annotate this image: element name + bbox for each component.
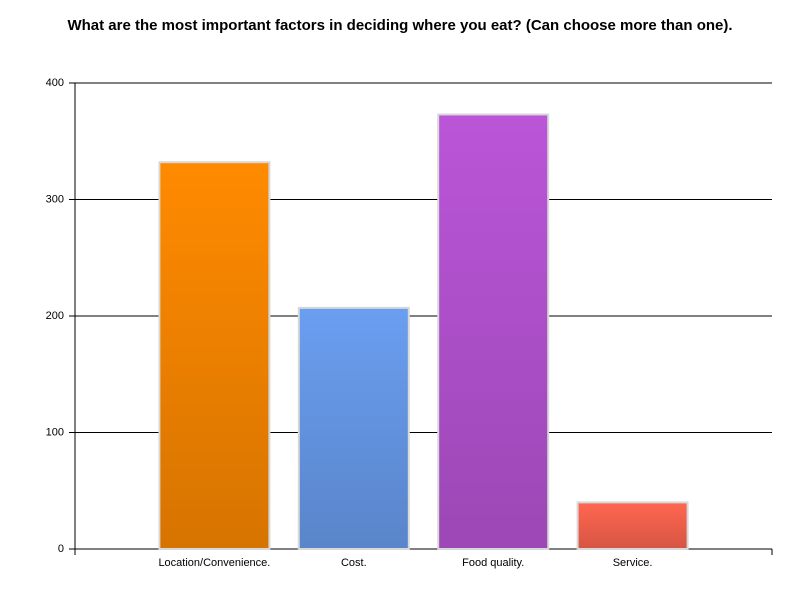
chart-title: What are the most important factors in d…	[67, 17, 733, 34]
y-tick-label: 100	[46, 426, 64, 438]
y-tick-label: 0	[58, 543, 64, 555]
bar	[437, 113, 550, 551]
bar	[158, 161, 271, 550]
x-tick-label: Location/Convenience.	[158, 557, 270, 569]
bar	[297, 306, 410, 550]
x-tick-label: Cost.	[341, 557, 367, 569]
y-tick-label: 400	[46, 77, 64, 89]
bar	[576, 501, 689, 550]
x-tick-label: Service.	[613, 557, 653, 569]
y-tick-label: 200	[46, 310, 64, 322]
x-tick-label: Food quality.	[462, 557, 524, 569]
y-tick-label: 300	[46, 193, 64, 205]
